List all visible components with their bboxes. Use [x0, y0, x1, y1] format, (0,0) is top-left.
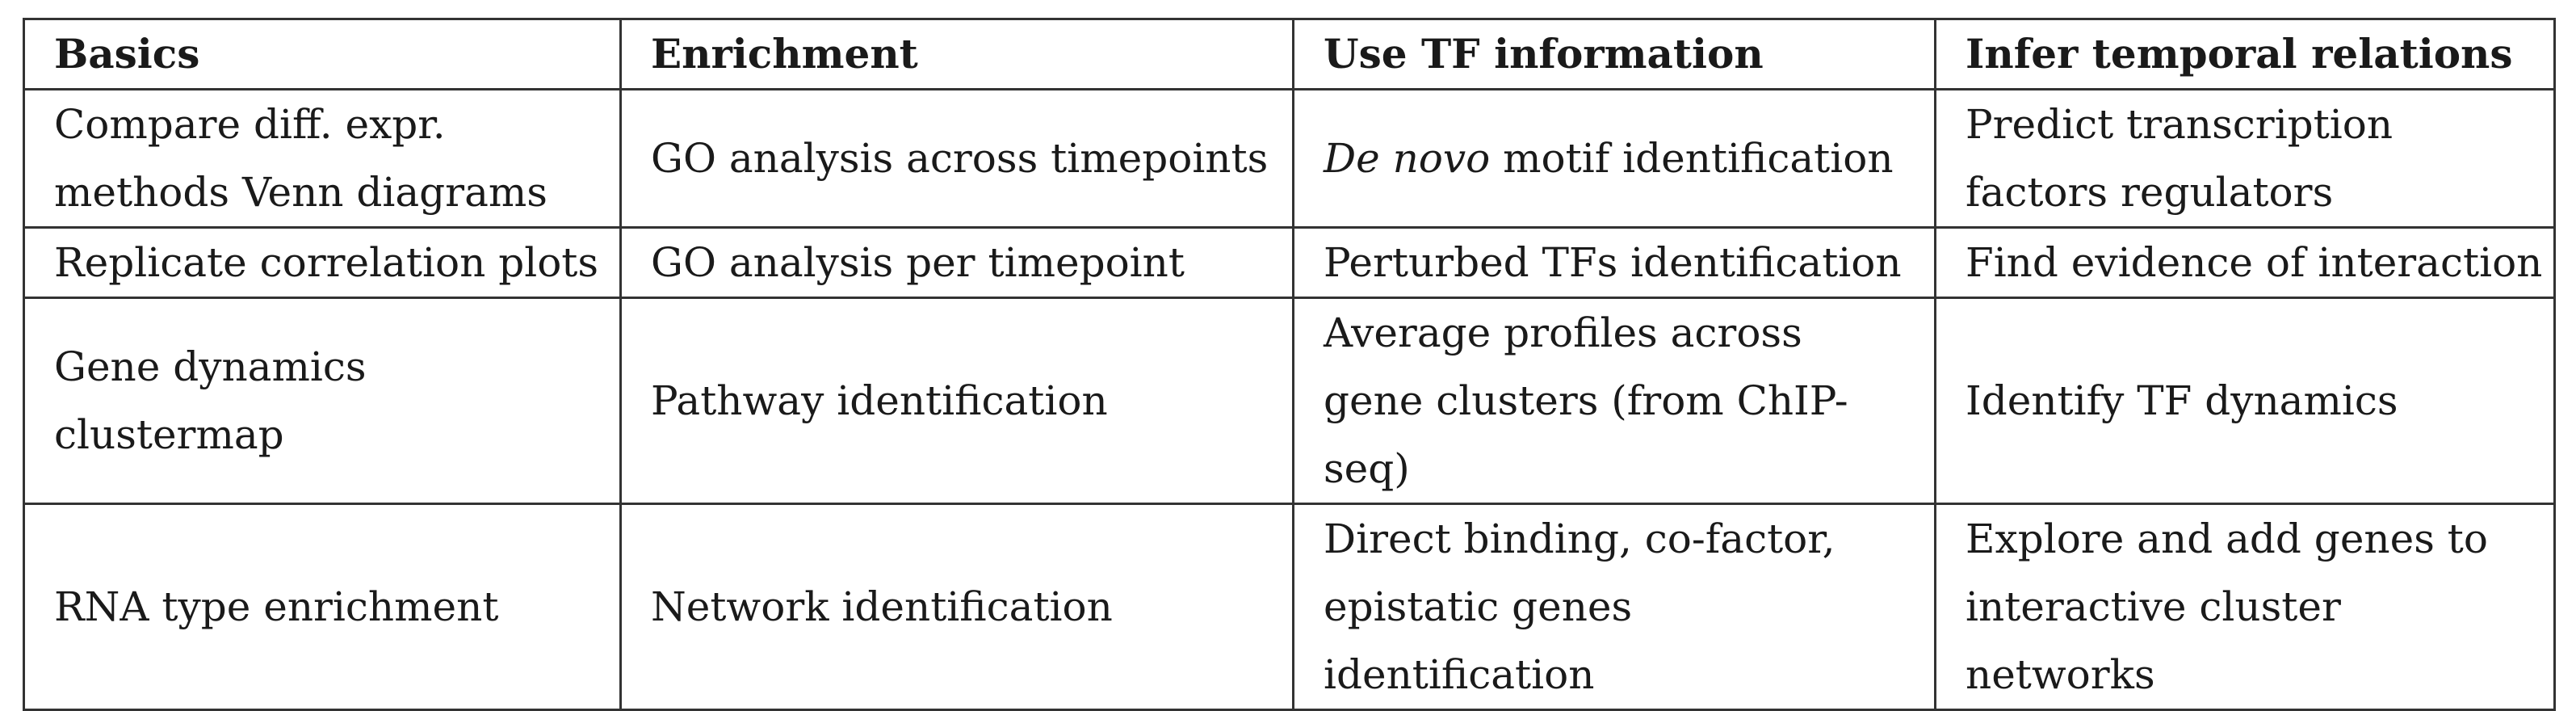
- cell-text: Predict transcription factors regulators: [1966, 101, 2393, 216]
- table-cell: Pathway identification: [619, 297, 1294, 505]
- table-cell: GO analysis per timepoint: [619, 226, 1294, 299]
- cell-italic-text: De novo: [1324, 135, 1491, 182]
- cell-text: Pathway identification: [651, 377, 1108, 424]
- table-cell: Network identification: [619, 503, 1294, 711]
- table-cell: Find evidence of interaction: [1934, 226, 2556, 299]
- header-row: Basics Enrichment Use TF information Inf…: [23, 18, 2556, 90]
- feature-table: Basics Enrichment Use TF information Inf…: [23, 18, 2556, 711]
- table-cell: Perturbed TFs identification: [1292, 226, 1936, 299]
- cell-text: Network identification: [651, 583, 1113, 630]
- cell-text: Compare diff. expr. methods Venn diagram…: [54, 101, 548, 216]
- table-cell: Average profiles across gene clusters (f…: [1292, 297, 1936, 505]
- table-cell: GO analysis across timepoints: [619, 88, 1294, 229]
- table-row: Compare diff. expr. methods Venn diagram…: [23, 88, 2556, 229]
- cell-text: Explore and add genes to interactive clu…: [1966, 515, 2488, 698]
- table-cell: Replicate correlation plots: [23, 226, 622, 299]
- cell-text: Gene dynamics clustermap: [54, 343, 367, 458]
- header-use-tf-information: Use TF information: [1292, 18, 1936, 90]
- cell-text: Direct binding, co-factor, epistatic gen…: [1324, 515, 1836, 698]
- table-cell: Direct binding, co-factor, epistatic gen…: [1292, 503, 1936, 711]
- cell-text: Identify TF dynamics: [1966, 377, 2398, 424]
- cell-text: Find evidence of interaction: [1966, 239, 2543, 286]
- cell-text: Perturbed TFs identification: [1324, 239, 1902, 286]
- table-cell: Identify TF dynamics: [1934, 297, 2556, 505]
- cell-text: motif identification: [1503, 135, 1894, 182]
- table-cell: Predict transcription factors regulators: [1934, 88, 2556, 229]
- table-cell: Explore and add genes to interactive clu…: [1934, 503, 2556, 711]
- header-basics: Basics: [23, 18, 622, 90]
- table-cell: Compare diff. expr. methods Venn diagram…: [23, 88, 622, 229]
- cell-text: GO analysis per timepoint: [651, 239, 1185, 286]
- table-cell: De novo motif identification: [1292, 88, 1936, 229]
- cell-text: Average profiles across gene clusters (f…: [1324, 309, 1848, 492]
- table-row: RNA type enrichment Network identificati…: [23, 503, 2556, 711]
- table-row: Gene dynamics clustermap Pathway identif…: [23, 297, 2556, 505]
- header-enrichment: Enrichment: [619, 18, 1294, 90]
- table-cell: RNA type enrichment: [23, 503, 622, 711]
- cell-text: RNA type enrichment: [54, 583, 499, 630]
- cell-text: Replicate correlation plots: [54, 239, 599, 286]
- table-row: Replicate correlation plots GO analysis …: [23, 226, 2556, 299]
- header-infer-temporal-relations: Infer temporal relations: [1934, 18, 2556, 90]
- cell-text: GO analysis across timepoints: [651, 135, 1269, 182]
- table-cell: Gene dynamics clustermap: [23, 297, 622, 505]
